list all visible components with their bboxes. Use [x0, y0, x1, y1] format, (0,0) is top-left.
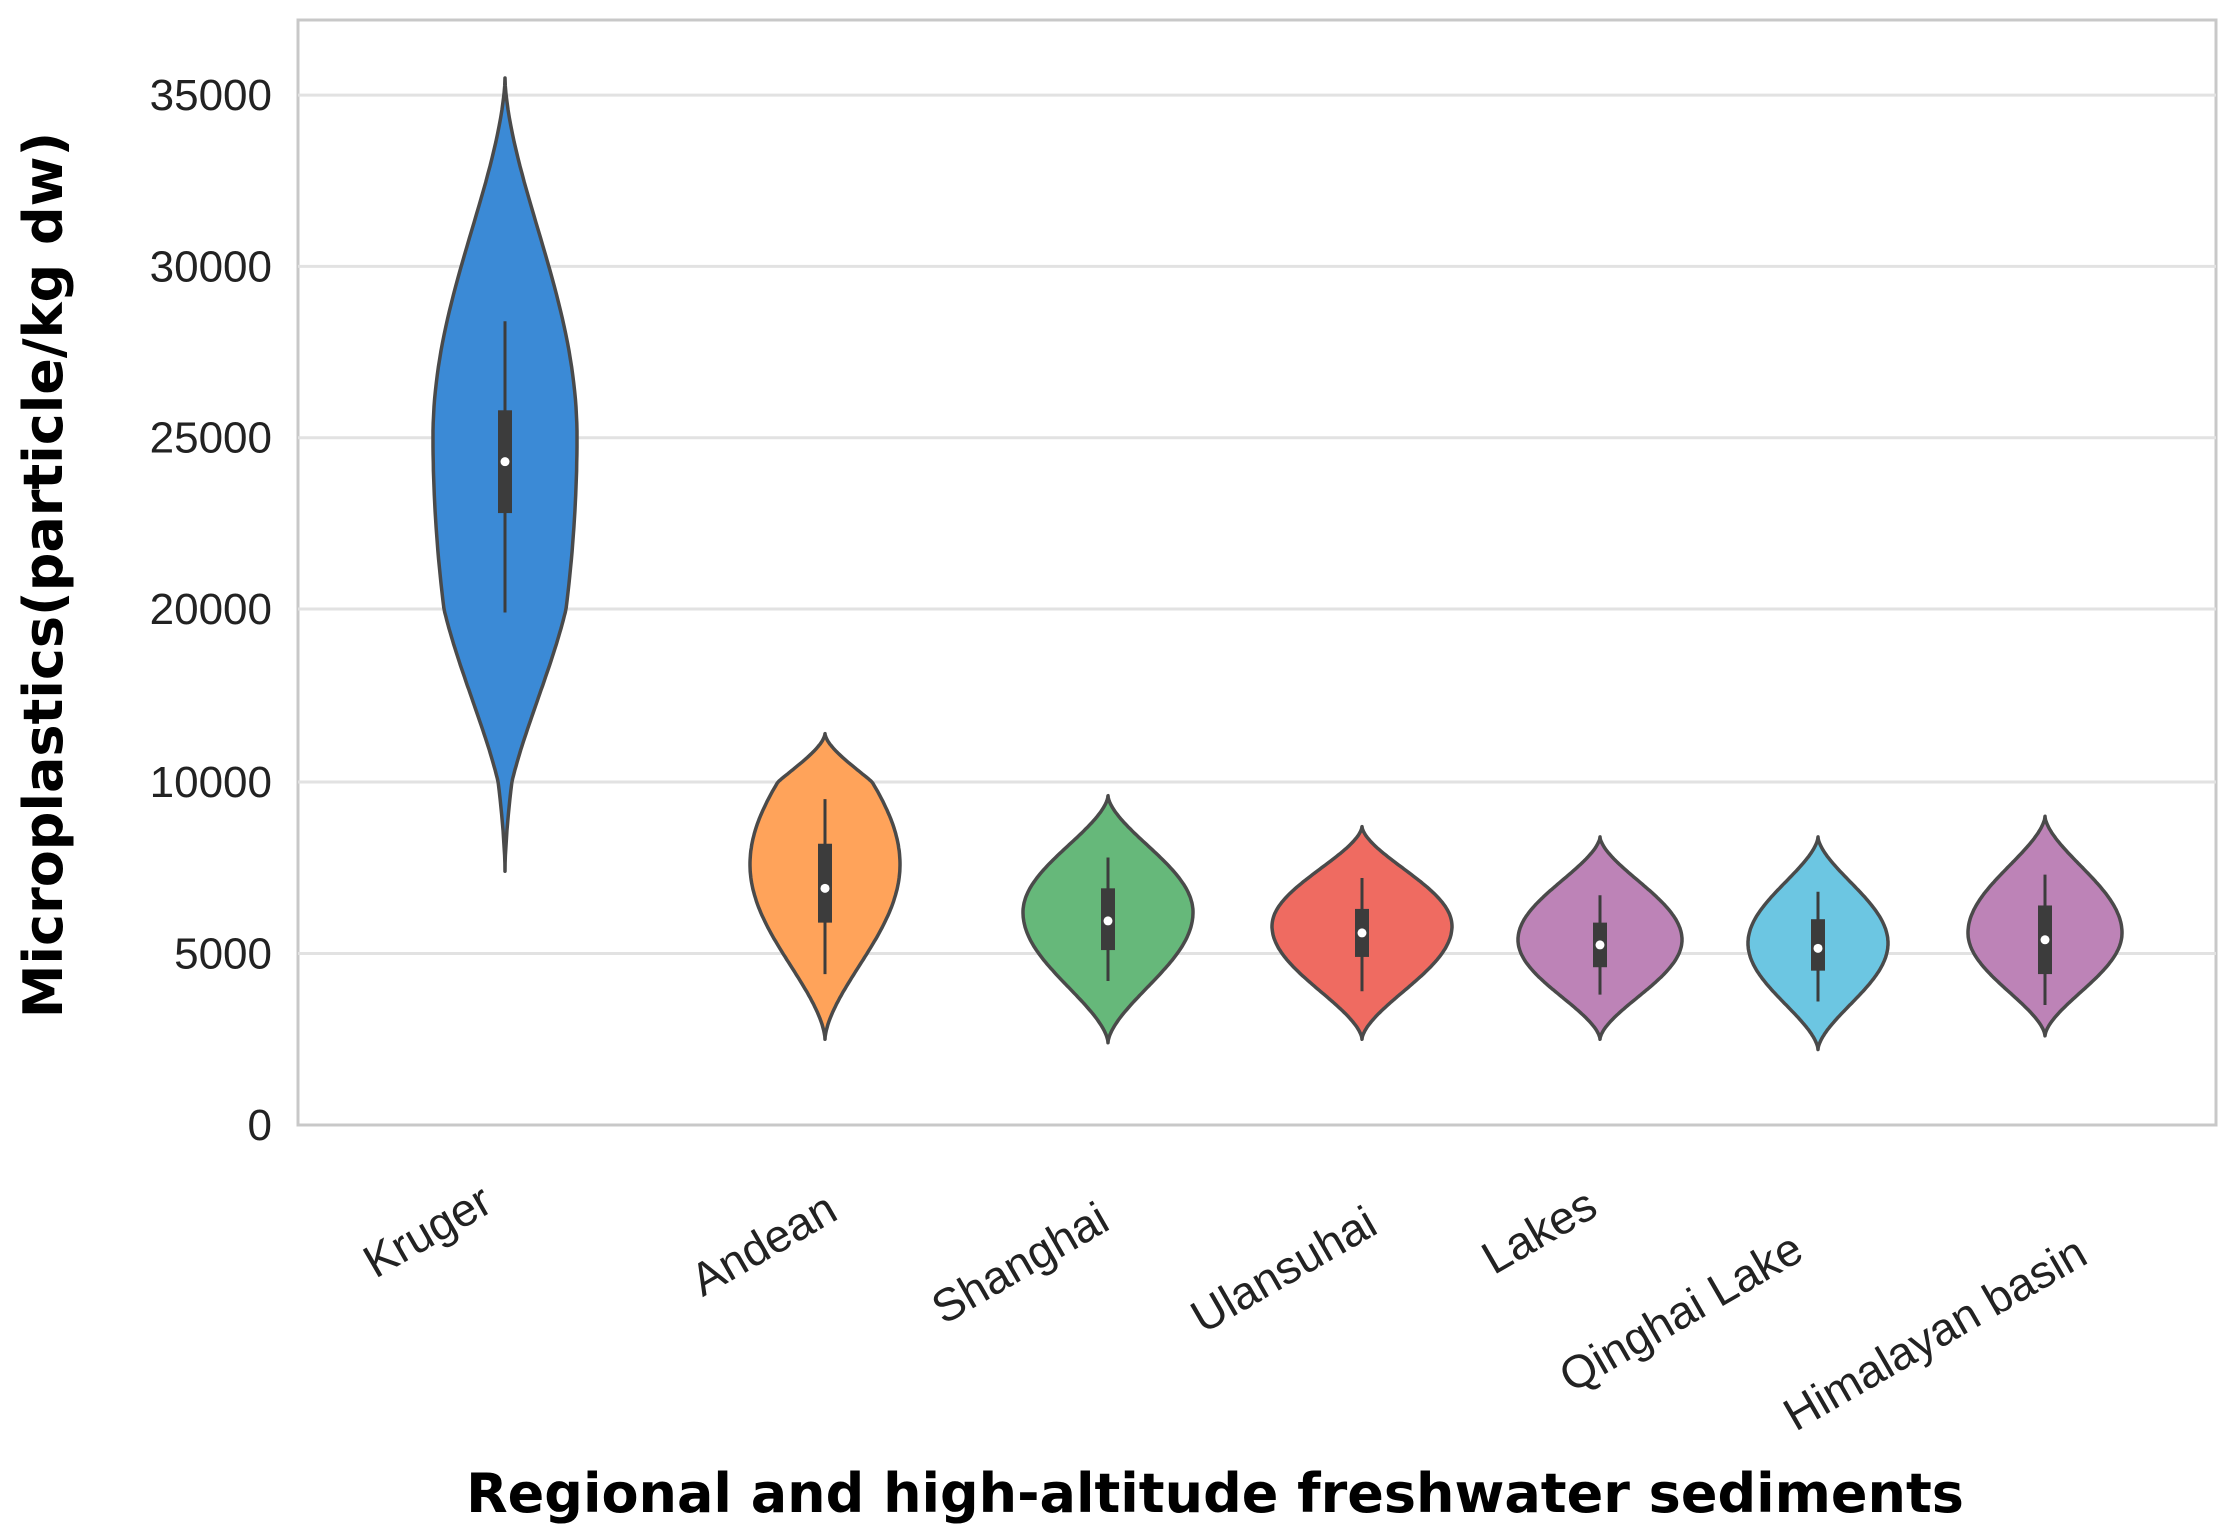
y-tick-label: 5000: [174, 930, 272, 979]
y-tick-label: 0: [248, 1101, 272, 1150]
y-tick-label: 35000: [150, 71, 272, 120]
x-category-label: Ulansuhai: [1182, 1196, 1385, 1343]
x-category-label: Qinghai Lake: [1550, 1222, 1811, 1403]
violin-shanghai: [1021, 793, 1195, 1045]
violin-andean: [748, 731, 902, 1042]
y-tick-label: 20000: [150, 585, 272, 634]
median-marker: [820, 883, 830, 893]
median-marker: [500, 457, 510, 467]
x-category-label: Lakes: [1473, 1178, 1605, 1284]
y-tick-label: 25000: [150, 414, 272, 463]
median-marker: [1813, 943, 1823, 953]
y-axis-title: Microplastics(particle/kg dw): [12, 132, 75, 1018]
violin-qinghai-lake: [1746, 835, 1890, 1052]
median-marker: [1103, 916, 1113, 926]
iqr-box: [818, 843, 832, 923]
median-marker: [1595, 940, 1605, 950]
violin-kruger: [431, 76, 579, 873]
x-category-label: Himalayan basin: [1774, 1226, 2095, 1441]
violin-lakes: [1516, 835, 1684, 1042]
violin-himalayan-basin: [1966, 814, 2124, 1038]
x-category-label: Andean: [682, 1182, 845, 1306]
x-category-label: Kruger: [354, 1174, 500, 1288]
median-marker: [2040, 935, 2050, 945]
median-marker: [1357, 928, 1367, 938]
x-category-labels: Kruger Andean Shanghai Ulansuhai LakesQingha…: [354, 1174, 2095, 1441]
plot-frame: [296, 18, 2218, 1127]
violin-ulansuhai: [1270, 824, 1454, 1042]
violins: [431, 76, 2124, 1052]
y-tick-labels: 0 5000 10000 20000 25000 30000 35000: [150, 71, 272, 1150]
x-axis-title: Regional and high-altitude freshwater se…: [466, 1462, 1964, 1525]
y-tick-label: 10000: [150, 758, 272, 807]
gridlines: [298, 93, 2216, 955]
x-category-label: Shanghai: [923, 1192, 1117, 1334]
y-tick-label: 30000: [150, 242, 272, 291]
